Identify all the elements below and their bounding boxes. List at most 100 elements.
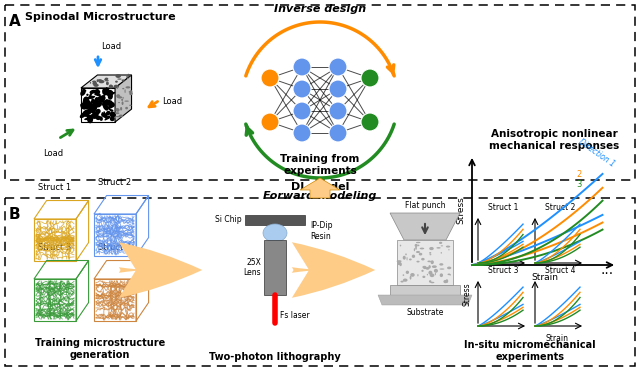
Ellipse shape (93, 102, 95, 106)
Ellipse shape (94, 89, 100, 94)
Text: Anisotropic nonlinear
mechanical responses: Anisotropic nonlinear mechanical respons… (490, 129, 620, 151)
Polygon shape (300, 178, 340, 198)
Ellipse shape (126, 76, 127, 78)
Ellipse shape (415, 244, 418, 247)
Ellipse shape (109, 85, 113, 87)
Ellipse shape (431, 260, 434, 264)
Ellipse shape (95, 111, 99, 117)
Ellipse shape (115, 74, 121, 78)
Text: Stress: Stress (456, 196, 465, 224)
Ellipse shape (110, 101, 113, 108)
Ellipse shape (109, 84, 113, 89)
Text: DL model: DL model (291, 182, 349, 192)
Ellipse shape (410, 276, 412, 280)
Text: Training microstructure
generation: Training microstructure generation (35, 339, 165, 360)
Text: Struct 2: Struct 2 (99, 178, 132, 187)
Ellipse shape (97, 79, 99, 82)
Ellipse shape (127, 76, 129, 77)
Polygon shape (115, 75, 132, 122)
Ellipse shape (434, 269, 438, 273)
Text: 3: 3 (577, 180, 582, 189)
Ellipse shape (422, 276, 426, 278)
Ellipse shape (122, 102, 124, 105)
Ellipse shape (88, 108, 95, 113)
Text: ...: ... (600, 263, 613, 277)
Text: Load: Load (162, 97, 182, 106)
Ellipse shape (95, 100, 102, 108)
Ellipse shape (412, 254, 415, 258)
Ellipse shape (447, 267, 451, 269)
Ellipse shape (94, 82, 97, 86)
Ellipse shape (410, 273, 415, 277)
Ellipse shape (118, 102, 120, 103)
Circle shape (329, 58, 347, 76)
Ellipse shape (109, 104, 113, 108)
Bar (5, 5, 635, 180)
Ellipse shape (429, 247, 434, 250)
Ellipse shape (430, 282, 435, 283)
Ellipse shape (84, 99, 88, 103)
Ellipse shape (125, 107, 128, 109)
Ellipse shape (403, 274, 404, 276)
Ellipse shape (429, 252, 431, 254)
Ellipse shape (106, 87, 110, 93)
Ellipse shape (444, 280, 447, 283)
Circle shape (329, 102, 347, 120)
Ellipse shape (450, 274, 451, 276)
Ellipse shape (110, 116, 115, 121)
Ellipse shape (118, 115, 124, 117)
Ellipse shape (426, 267, 429, 270)
Text: Fs laser: Fs laser (280, 311, 310, 320)
Ellipse shape (110, 92, 115, 95)
Ellipse shape (399, 263, 402, 266)
Ellipse shape (95, 92, 100, 96)
Ellipse shape (416, 242, 420, 243)
Ellipse shape (116, 108, 120, 112)
Ellipse shape (96, 97, 102, 102)
Ellipse shape (417, 244, 419, 246)
Ellipse shape (83, 110, 88, 116)
Ellipse shape (106, 81, 109, 85)
Ellipse shape (446, 246, 451, 248)
Ellipse shape (428, 271, 433, 275)
Ellipse shape (84, 118, 90, 120)
Ellipse shape (125, 86, 131, 89)
Ellipse shape (89, 104, 97, 112)
Ellipse shape (129, 105, 132, 106)
Ellipse shape (93, 100, 98, 106)
Circle shape (329, 124, 347, 142)
Ellipse shape (97, 79, 102, 82)
Ellipse shape (263, 224, 287, 242)
Ellipse shape (97, 104, 101, 106)
Ellipse shape (415, 246, 417, 250)
Ellipse shape (419, 253, 422, 256)
Ellipse shape (102, 99, 108, 106)
Ellipse shape (115, 112, 120, 114)
Ellipse shape (102, 88, 108, 94)
Ellipse shape (89, 90, 93, 97)
Ellipse shape (127, 78, 129, 79)
Polygon shape (81, 75, 132, 88)
Ellipse shape (88, 96, 93, 99)
Ellipse shape (113, 85, 119, 88)
Text: Forward modeling: Forward modeling (263, 191, 377, 201)
Ellipse shape (400, 245, 401, 246)
Ellipse shape (99, 95, 105, 99)
Ellipse shape (98, 93, 101, 96)
Ellipse shape (82, 89, 86, 92)
Text: ...: ... (148, 263, 161, 277)
Text: Struct 2: Struct 2 (545, 203, 575, 212)
Ellipse shape (129, 90, 132, 94)
Ellipse shape (441, 245, 443, 246)
Ellipse shape (124, 100, 129, 102)
Ellipse shape (90, 90, 96, 94)
Ellipse shape (122, 97, 124, 99)
Ellipse shape (100, 96, 105, 103)
Ellipse shape (440, 273, 443, 277)
Text: A: A (9, 14, 20, 29)
Ellipse shape (91, 114, 97, 119)
Polygon shape (390, 213, 460, 240)
Text: Load: Load (43, 149, 63, 158)
Ellipse shape (106, 116, 110, 119)
Ellipse shape (93, 84, 99, 87)
